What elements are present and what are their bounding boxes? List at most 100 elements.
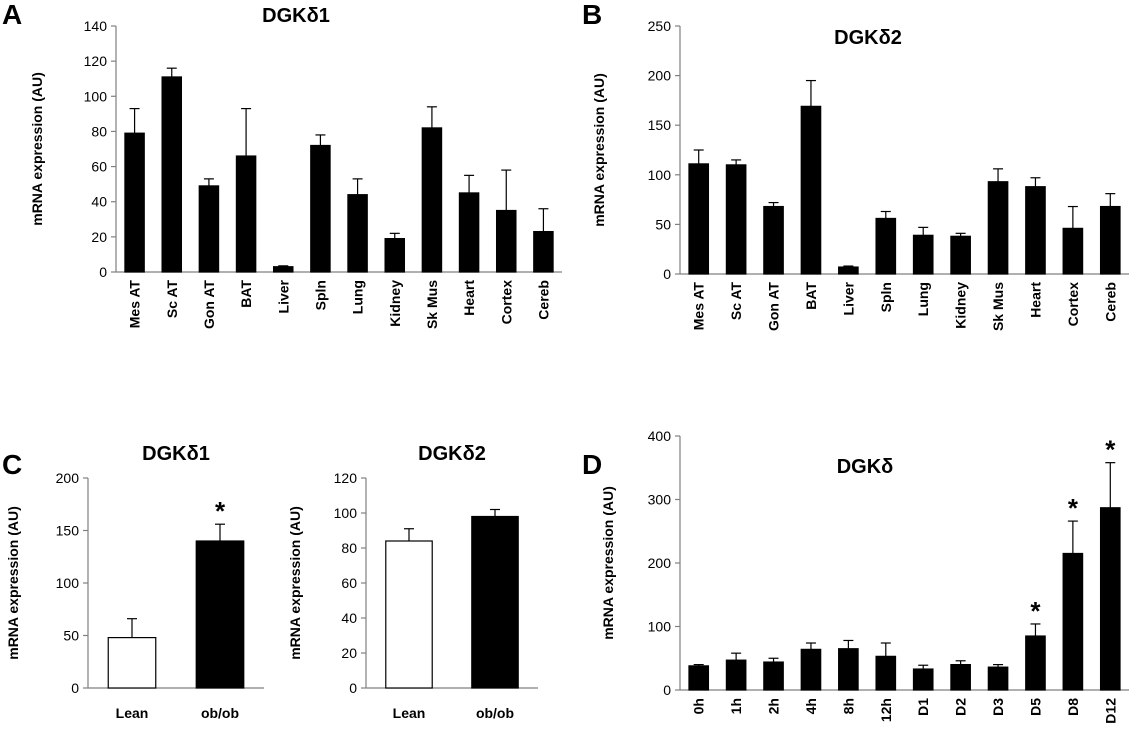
bar bbox=[987, 666, 1009, 691]
bar bbox=[838, 266, 859, 275]
x-tick-label: Lean bbox=[116, 705, 149, 721]
y-tick-label: 20 bbox=[91, 229, 107, 245]
bar bbox=[195, 540, 245, 689]
y-tick-label: 400 bbox=[648, 428, 672, 444]
x-tick-label: D2 bbox=[953, 698, 969, 716]
x-tick-label: ob/ob bbox=[201, 705, 239, 721]
x-tick-label: D5 bbox=[1027, 698, 1043, 716]
x-tick-label: Cereb bbox=[1102, 282, 1118, 322]
y-tick-label: 80 bbox=[341, 540, 357, 556]
significance-marker: * bbox=[1030, 596, 1041, 626]
bar bbox=[421, 127, 443, 273]
x-tick-label: Sc AT bbox=[728, 282, 744, 321]
y-axis-label: mRNA expression (AU) bbox=[287, 506, 303, 660]
y-tick-label: 120 bbox=[84, 53, 108, 69]
y-tick-label: 300 bbox=[648, 492, 672, 508]
x-tick-label: Lean bbox=[393, 705, 426, 721]
bar bbox=[1025, 186, 1046, 275]
panel-letter-d: D bbox=[582, 449, 602, 480]
bar bbox=[912, 668, 934, 691]
x-tick-label: Lung bbox=[350, 280, 366, 314]
x-tick-label: ob/ob bbox=[476, 705, 514, 721]
x-tick-label: Liver bbox=[840, 281, 856, 315]
y-tick-label: 40 bbox=[341, 610, 357, 626]
x-tick-label: Lung bbox=[915, 282, 931, 316]
x-tick-label: 12h bbox=[878, 698, 894, 722]
bar bbox=[763, 661, 784, 691]
chart-title: DGKδ2 bbox=[418, 443, 486, 465]
bar bbox=[688, 163, 710, 275]
y-tick-label: 60 bbox=[341, 575, 357, 591]
x-tick-label: Cortex bbox=[1065, 282, 1081, 327]
y-tick-label: 60 bbox=[91, 159, 107, 175]
y-axis-label: mRNA expression (AU) bbox=[29, 72, 45, 226]
x-tick-label: Kidney bbox=[387, 280, 403, 327]
x-tick-label: Mes AT bbox=[127, 280, 143, 329]
bar bbox=[1062, 552, 1084, 691]
x-tick-label: Heart bbox=[461, 280, 477, 316]
x-tick-label: 1h bbox=[728, 698, 744, 714]
bar bbox=[950, 235, 971, 275]
x-tick-label: BAT bbox=[238, 280, 254, 308]
bar bbox=[161, 76, 183, 273]
bar bbox=[1099, 507, 1121, 691]
bar bbox=[310, 144, 331, 273]
y-tick-label: 0 bbox=[99, 264, 107, 280]
y-axis-label: mRNA expression (AU) bbox=[5, 506, 21, 660]
x-tick-label: 4h bbox=[803, 698, 819, 714]
x-tick-label: Spln bbox=[878, 282, 894, 312]
y-tick-label: 40 bbox=[91, 194, 107, 210]
chart-c-dgk-delta1-lean-obob: DGKδ1 mRNA expression (AU) 0 50 100 150 200 Lea… bbox=[5, 443, 264, 721]
y-tick-label: 50 bbox=[63, 628, 79, 644]
x-tick-label: D1 bbox=[915, 698, 931, 716]
bar bbox=[800, 648, 822, 691]
x-tick-label: Sk Mus bbox=[990, 282, 1006, 331]
bar bbox=[875, 655, 897, 691]
x-tick-label: Heart bbox=[1027, 282, 1043, 318]
y-tick-label: 100 bbox=[56, 575, 80, 591]
bar bbox=[1025, 635, 1046, 691]
bar bbox=[912, 234, 934, 275]
chart-title: DGKδ bbox=[837, 456, 894, 478]
x-tick-label: 2h bbox=[766, 698, 782, 714]
bar bbox=[385, 540, 433, 689]
bar bbox=[272, 266, 294, 273]
y-tick-label: 250 bbox=[648, 18, 672, 34]
y-axis-label: mRNA expression (AU) bbox=[600, 486, 616, 640]
y-tick-label: 80 bbox=[91, 123, 107, 139]
bar bbox=[347, 194, 368, 273]
significance-marker: * bbox=[215, 496, 226, 526]
bar bbox=[763, 205, 784, 275]
x-tick-label: Cortex bbox=[498, 280, 514, 325]
bar bbox=[725, 659, 747, 691]
chart-a-dgk-delta1-tissues: DGKδ1 mRNA expression (AU) 0 20 40 60 80 100 120… bbox=[29, 5, 562, 329]
y-tick-label: 0 bbox=[663, 682, 671, 698]
x-tick-label: Mes AT bbox=[691, 282, 707, 331]
bar bbox=[471, 515, 519, 689]
bar bbox=[1099, 205, 1121, 275]
y-tick-label: 100 bbox=[334, 505, 358, 521]
x-tick-label: Spln bbox=[312, 280, 328, 310]
x-tick-label: Sk Mus bbox=[424, 280, 440, 329]
y-tick-label: 140 bbox=[84, 18, 108, 34]
y-tick-label: 0 bbox=[663, 266, 671, 282]
y-tick-label: 100 bbox=[648, 167, 672, 183]
panel-letter-b: B bbox=[582, 0, 602, 30]
y-tick-label: 20 bbox=[341, 645, 357, 661]
x-tick-label: Cereb bbox=[535, 280, 551, 320]
bar bbox=[838, 648, 859, 691]
y-tick-label: 120 bbox=[334, 470, 358, 486]
bar bbox=[725, 164, 747, 275]
chart-c-dgk-delta2-lean-obob: DGKδ2 mRNA expression (AU) 0 20 40 60 80 100 120… bbox=[287, 443, 538, 721]
x-tick-label: 8h bbox=[840, 698, 856, 714]
x-tick-label: 0h bbox=[691, 698, 707, 714]
bar bbox=[384, 238, 406, 273]
x-tick-label: BAT bbox=[803, 282, 819, 310]
y-tick-label: 50 bbox=[655, 216, 671, 232]
bar bbox=[495, 209, 517, 273]
y-tick-label: 100 bbox=[648, 619, 672, 635]
bar bbox=[107, 636, 157, 689]
y-tick-label: 200 bbox=[648, 68, 672, 84]
bar bbox=[198, 185, 220, 273]
